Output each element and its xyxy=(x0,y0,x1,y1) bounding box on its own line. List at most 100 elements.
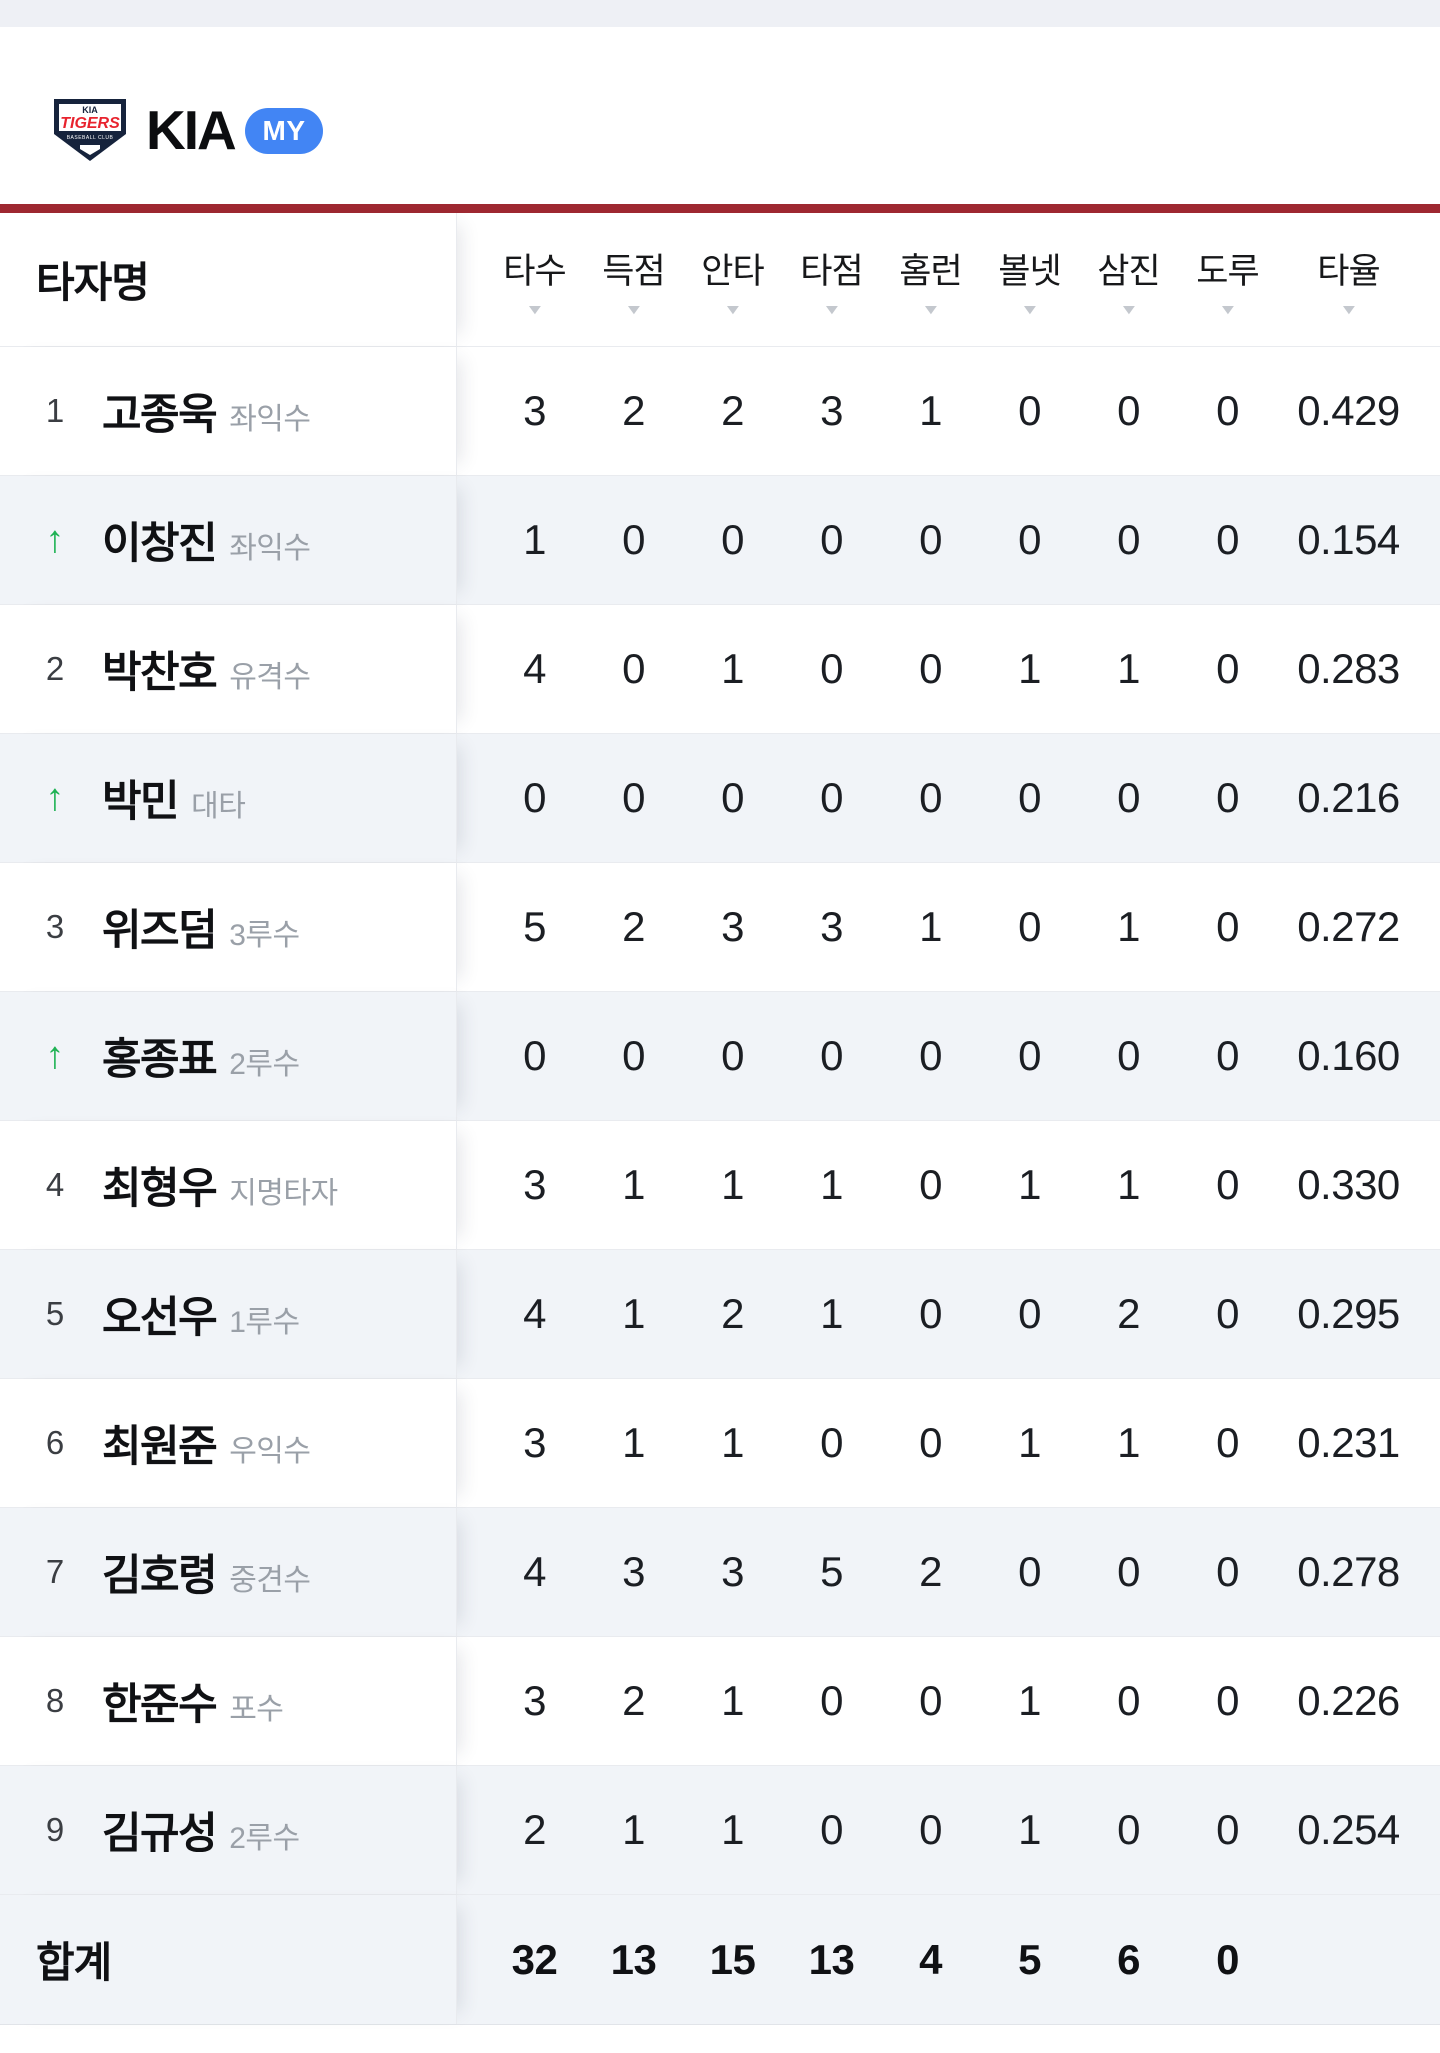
stat-value: 0.272 xyxy=(1297,903,1400,950)
batter-row[interactable]: ↑ 박민 대타 0 0 0 0 0 0 0 0 0.216 xyxy=(0,734,1440,863)
batter-stats: 0 0 0 0 0 0 0 0 0.160 xyxy=(457,992,1440,1120)
batter-stats: 5 2 3 3 1 0 1 0 0.272 xyxy=(457,863,1440,991)
stat-value: 1 xyxy=(721,1161,744,1208)
stat-value: 0 xyxy=(622,774,645,821)
stat-value: 0 xyxy=(1216,1161,1239,1208)
table-header-row: 타자명 타수 ▼ 득점 ▼ 안타 ▼ 타점 ▼ 홈런 ▼ 볼넷 ▼ 삼진 ▼ 도루 ▼ 타율 ▼ xyxy=(0,213,1440,347)
stat-value: 5 xyxy=(820,1548,843,1595)
stat-column-header[interactable]: 타율 ▼ xyxy=(1277,243,1420,316)
stat-value: 1 xyxy=(820,1290,843,1337)
player-name: 김규성 xyxy=(102,1810,218,1858)
stat-value: 1 xyxy=(721,1419,744,1466)
stat-value: 1 xyxy=(721,645,744,692)
stat-column-header[interactable]: 홈런 ▼ xyxy=(881,243,980,316)
stat-value: 1 xyxy=(1018,1677,1041,1724)
logo-tigers-text: TIGERS xyxy=(60,115,120,132)
player-position: 중견수 xyxy=(229,1564,311,1597)
stat-value: 1 xyxy=(1018,1806,1041,1853)
stat-value: 2 xyxy=(622,903,645,950)
batter-row[interactable]: 9 김규성 2루수 2 1 1 0 0 1 0 0 0.254 xyxy=(0,1766,1440,1895)
stat-value: 1 xyxy=(919,903,942,950)
stat-value: 0 xyxy=(1216,387,1239,434)
stat-column-header[interactable]: 안타 ▼ xyxy=(683,243,782,316)
stat-column-header[interactable]: 타점 ▼ xyxy=(782,243,881,316)
stat-value: 0 xyxy=(1018,1032,1041,1079)
batter-row[interactable]: ↑ 홍종표 2루수 0 0 0 0 0 0 0 0 0.160 xyxy=(0,992,1440,1121)
batter-row[interactable]: 1 고종욱 좌익수 3 2 2 3 1 0 0 0 0.429 xyxy=(0,347,1440,476)
stat-value: 0 xyxy=(1216,1419,1239,1466)
kia-tigers-logo: KIA TIGERS BASEBALL CLUB xyxy=(54,99,126,161)
player-name: 박찬호 xyxy=(102,649,218,697)
stat-value: 1 xyxy=(1117,1161,1140,1208)
total-stat-value: 6 xyxy=(1117,1935,1140,1983)
batting-order-number: 4 xyxy=(45,1166,65,1203)
stat-value: 0 xyxy=(919,516,942,563)
stat-value: 0 xyxy=(622,516,645,563)
batter-name-cell: ↑ 이창진 좌익수 xyxy=(0,476,457,604)
logo-kia-text: KIA xyxy=(82,105,98,115)
player-position: 지명타자 xyxy=(229,1177,338,1210)
logo-inner-panel xyxy=(59,104,121,131)
stat-column-headers: 타수 ▼ 득점 ▼ 안타 ▼ 타점 ▼ 홈런 ▼ 볼넷 ▼ 삼진 ▼ 도루 ▼ 타율 ▼ xyxy=(457,213,1440,346)
stat-column-header[interactable]: 도루 ▼ xyxy=(1178,243,1277,316)
batter-stats: 3 1 1 1 0 1 1 0 0.330 xyxy=(457,1121,1440,1249)
batter-stats: 3 1 1 0 0 1 1 0 0.231 xyxy=(457,1379,1440,1507)
stat-column-header[interactable]: 타수 ▼ xyxy=(485,243,584,316)
stat-value: 0.154 xyxy=(1297,516,1400,563)
batter-row[interactable]: 6 최원준 우익수 3 1 1 0 0 1 1 0 0.231 xyxy=(0,1379,1440,1508)
stat-column-header[interactable]: 볼넷 ▼ xyxy=(980,243,1079,316)
player-name: 박민 xyxy=(102,778,180,826)
stat-column-label: 득점 xyxy=(602,252,665,291)
stat-value: 0 xyxy=(1117,1548,1140,1595)
batter-row[interactable]: 3 위즈덤 3루수 5 2 3 3 1 0 1 0 0.272 xyxy=(0,863,1440,992)
stat-value: 0.231 xyxy=(1297,1419,1400,1466)
stat-value: 0 xyxy=(622,645,645,692)
player-name: 한준수 xyxy=(102,1681,218,1729)
stat-column-header[interactable]: 삼진 ▼ xyxy=(1079,243,1178,316)
total-stat-value: 13 xyxy=(808,1935,855,1983)
stat-value: 1 xyxy=(1117,645,1140,692)
stat-value: 0 xyxy=(820,1419,843,1466)
player-name-and-position: 김호령 중견수 xyxy=(102,1541,311,1603)
batters-stats-table: 타자명 타수 ▼ 득점 ▼ 안타 ▼ 타점 ▼ 홈런 ▼ 볼넷 ▼ 삼진 ▼ 도루 ▼ 타율 ▼ 1 고종욱 좌익수 3… xyxy=(0,213,1440,2025)
stat-value: 0.160 xyxy=(1297,1032,1400,1079)
total-stat-value: 5 xyxy=(1018,1935,1041,1983)
batter-row[interactable]: 7 김호령 중견수 4 3 3 5 2 0 0 0 0.278 xyxy=(0,1508,1440,1637)
batter-row[interactable]: 2 박찬호 유격수 4 0 1 0 0 1 1 0 0.283 xyxy=(0,605,1440,734)
stat-column-header[interactable]: 득점 ▼ xyxy=(584,243,683,316)
batter-stats: 0 0 0 0 0 0 0 0 0.216 xyxy=(457,734,1440,862)
player-name: 오선우 xyxy=(102,1294,218,1342)
stat-column-label: 타수 xyxy=(503,252,566,291)
sort-desc-icon: ▼ xyxy=(1118,301,1139,317)
player-position: 2루수 xyxy=(229,1822,300,1855)
batter-row[interactable]: 4 최형우 지명타자 3 1 1 1 0 1 1 0 0.330 xyxy=(0,1121,1440,1250)
batter-row[interactable]: 5 오선우 1루수 4 1 2 1 0 0 2 0 0.295 xyxy=(0,1250,1440,1379)
totals-stats: 32 13 15 13 4 5 6 0 xyxy=(457,1895,1440,2024)
logo-home-plate-icon xyxy=(80,145,100,155)
stat-value: 0 xyxy=(1216,1677,1239,1724)
sort-desc-icon: ▼ xyxy=(1338,301,1359,317)
stat-value: 0.226 xyxy=(1297,1677,1400,1724)
stat-column-label: 안타 xyxy=(701,252,764,291)
batter-name-cell: ↑ 박민 대타 xyxy=(0,734,457,862)
player-name: 위즈덤 xyxy=(102,907,218,955)
stat-value: 0 xyxy=(1216,1806,1239,1853)
my-team-badge[interactable]: MY xyxy=(245,108,323,154)
player-position: 2루수 xyxy=(229,1048,300,1081)
stat-value: 1 xyxy=(721,1677,744,1724)
stat-value: 1 xyxy=(1018,645,1041,692)
player-name-and-position: 오선우 1루수 xyxy=(102,1283,300,1345)
batter-row[interactable]: 8 한준수 포수 3 2 1 0 0 1 0 0 0.226 xyxy=(0,1637,1440,1766)
stat-column-label: 홈런 xyxy=(899,252,962,291)
batter-name-cell: 7 김호령 중견수 xyxy=(0,1508,457,1636)
batting-order-number: 7 xyxy=(45,1553,65,1590)
team-name-title: KIA xyxy=(146,99,237,161)
player-position: 1루수 xyxy=(229,1306,300,1339)
sort-desc-icon: ▼ xyxy=(623,301,644,317)
batting-order-number: 6 xyxy=(45,1424,65,1461)
stat-value: 0 xyxy=(1216,774,1239,821)
stat-value: 1 xyxy=(721,1806,744,1853)
batter-row[interactable]: ↑ 이창진 좌익수 1 0 0 0 0 0 0 0 0.154 xyxy=(0,476,1440,605)
stat-value: 1 xyxy=(1117,1419,1140,1466)
